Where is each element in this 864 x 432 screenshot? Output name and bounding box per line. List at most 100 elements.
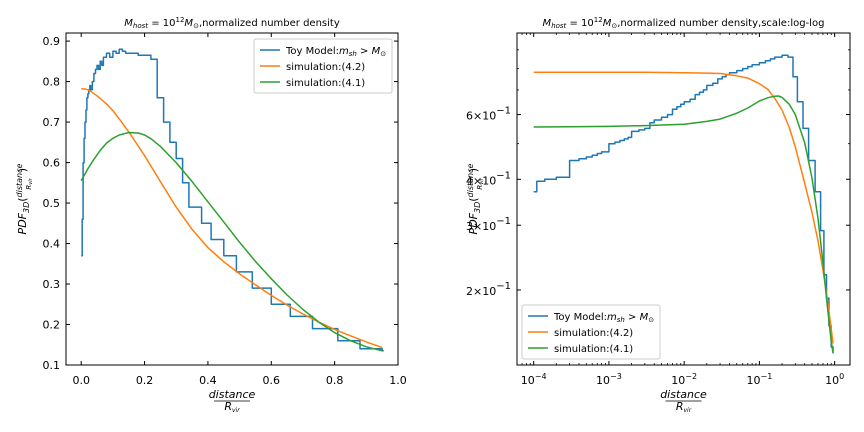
chart-panel-2: Mhost = 1012M⊙,normalized number density… bbox=[466, 16, 851, 414]
chart-title: Mhost = 1012M⊙,normalized number density… bbox=[543, 16, 825, 30]
x-tick-label: 0.4 bbox=[199, 374, 217, 387]
legend-base: Toy Model: bbox=[553, 312, 607, 323]
legend-op: > bbox=[357, 46, 372, 57]
legend-sun: ⊙ bbox=[380, 50, 386, 58]
title-mass: M bbox=[603, 18, 612, 29]
y-tick-label: 0.3 bbox=[43, 278, 61, 291]
x-tick-label: 10−3 bbox=[596, 372, 622, 387]
y-label-text: PDF3D(distanceRvir) bbox=[466, 163, 485, 234]
x-tick-base: 10 bbox=[671, 374, 685, 387]
x-tick-label: 10−2 bbox=[671, 372, 697, 387]
y-label-subscript: 3D bbox=[473, 202, 482, 213]
y-tick-base: 10 bbox=[482, 285, 496, 298]
legend-base: Toy Model: bbox=[285, 46, 339, 57]
x-tick-base: 10 bbox=[825, 374, 839, 387]
chart-panel-1: Mhost = 1012M⊙,normalized number density… bbox=[15, 16, 407, 414]
y-label-pdf: PDF bbox=[16, 212, 29, 234]
chart-title: Mhost = 1012M⊙,normalized number density bbox=[124, 16, 340, 30]
title-subscript: host bbox=[133, 22, 148, 30]
y-label-subscript: 3D bbox=[22, 202, 31, 213]
title-equals: = 10 bbox=[566, 18, 593, 29]
x-axis-label: distanceRvir bbox=[660, 388, 707, 414]
y-tick-exponent: −1 bbox=[496, 106, 511, 117]
title-sun-subscript: ⊙ bbox=[611, 22, 617, 30]
plot-area bbox=[80, 48, 384, 352]
legend-label-2: simulation:(4.2) bbox=[554, 328, 633, 339]
legend-label-2: simulation:(4.2) bbox=[286, 62, 365, 73]
y-label-denominator: R bbox=[25, 185, 33, 190]
x-tick-base: 10 bbox=[747, 374, 761, 387]
y-tick-label: 6×10−1 bbox=[466, 106, 511, 123]
series-line-3 bbox=[80, 131, 383, 352]
y-tick-label: 0.4 bbox=[43, 238, 61, 251]
x-label-r: R bbox=[676, 400, 684, 413]
y-tick-label: 0.9 bbox=[43, 35, 61, 48]
x-tick-exponent: −2 bbox=[685, 372, 697, 381]
x-label-r: R bbox=[224, 400, 232, 413]
y-tick-times: × bbox=[473, 220, 482, 233]
y-tick-label: 0.8 bbox=[43, 76, 61, 89]
legend-sub: sh bbox=[617, 316, 625, 324]
title-subscript: host bbox=[551, 22, 566, 30]
y-label-open: ( bbox=[467, 197, 480, 201]
y-tick-exponent: −1 bbox=[496, 281, 511, 292]
y-axis-label: PDF3D(distanceRvir) bbox=[15, 163, 34, 234]
x-tick-label: 10−4 bbox=[521, 372, 547, 387]
legend-M: M bbox=[372, 46, 381, 57]
x-label-numerator: distance bbox=[660, 388, 707, 401]
y-label-close: ) bbox=[16, 168, 29, 172]
plot-area bbox=[533, 54, 834, 354]
y-tick-times: × bbox=[473, 110, 482, 123]
y-tick-label: 0.2 bbox=[43, 319, 61, 332]
y-tick-mantissa: 3 bbox=[466, 220, 473, 233]
y-label-den-subscript: vir bbox=[479, 177, 485, 184]
legend-label-1: Toy Model:msh > M⊙ bbox=[553, 312, 654, 324]
x-tick-base: 10 bbox=[521, 374, 535, 387]
y-tick-mantissa: 2 bbox=[466, 285, 473, 298]
y-label-open: ( bbox=[16, 197, 29, 201]
y-tick-label: 0.7 bbox=[43, 116, 61, 129]
title-exponent: 12 bbox=[176, 16, 185, 24]
x-tick-exponent: −3 bbox=[610, 372, 622, 381]
x-tick-label: 100 bbox=[825, 372, 844, 387]
title-sun-subscript: ⊙ bbox=[193, 22, 199, 30]
x-axis-label: distanceRvir bbox=[209, 388, 256, 414]
y-label-close: ) bbox=[467, 168, 480, 172]
x-tick-exponent: −4 bbox=[535, 372, 547, 381]
series-line-1 bbox=[81, 48, 384, 352]
title-mass: M bbox=[184, 18, 193, 29]
title-symbol: M bbox=[124, 18, 133, 29]
y-label-denominator: R bbox=[476, 185, 484, 190]
legend-sub: sh bbox=[349, 50, 357, 58]
legend-box bbox=[253, 38, 393, 94]
x-label-denominator: Rvir bbox=[224, 400, 240, 414]
legend-op: > bbox=[625, 312, 640, 323]
x-tick-label: 0.0 bbox=[72, 374, 90, 387]
legend-m: m bbox=[607, 312, 617, 323]
x-tick-label: 0.2 bbox=[136, 374, 154, 387]
y-tick-label: 0.1 bbox=[43, 359, 61, 372]
legend: Toy Model:msh > M⊙ simulation:(4.2) simula… bbox=[253, 38, 393, 94]
x-tick-label: 0.6 bbox=[263, 374, 281, 387]
x-tick-exponent: −1 bbox=[761, 372, 773, 381]
title-equals: = 10 bbox=[148, 18, 175, 29]
series-line-2 bbox=[81, 88, 383, 349]
y-label-numerator: distance bbox=[15, 163, 24, 197]
y-tick-base: 10 bbox=[482, 220, 496, 233]
x-tick-label: 0.8 bbox=[326, 374, 344, 387]
legend-sun: ⊙ bbox=[648, 316, 654, 324]
y-tick-label: 0.6 bbox=[43, 157, 61, 170]
y-tick-base: 10 bbox=[482, 174, 496, 187]
x-label-denominator: Rvir bbox=[676, 400, 692, 414]
legend-label-3: simulation:(4.1) bbox=[554, 344, 633, 355]
x-tick-base: 10 bbox=[596, 374, 610, 387]
y-label-text: PDF3D(distanceRvir) bbox=[15, 163, 34, 234]
y-tick-base: 10 bbox=[482, 110, 496, 123]
x-tick-label: 1.0 bbox=[389, 374, 407, 387]
legend-m: m bbox=[339, 46, 349, 57]
y-tick-label: 3×10−1 bbox=[466, 216, 511, 233]
y-label-den-subscript: vir bbox=[28, 177, 34, 184]
y-tick-exponent: −1 bbox=[496, 170, 511, 181]
series-line-1 bbox=[533, 54, 834, 354]
